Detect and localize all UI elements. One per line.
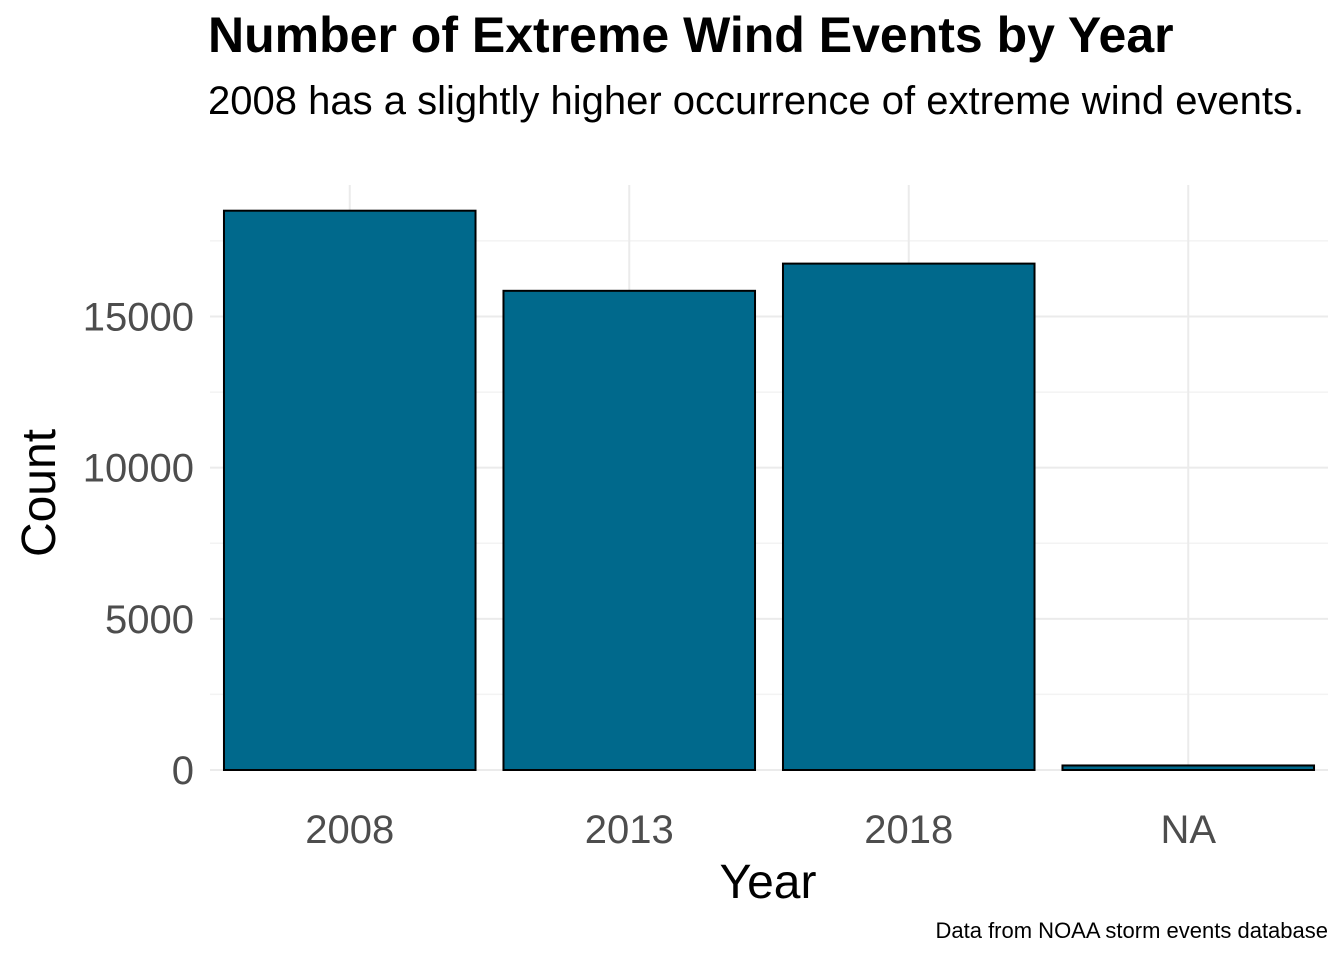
chart-caption: Data from NOAA storm events database: [935, 918, 1328, 944]
bars: [224, 211, 1314, 770]
bar-2008: [224, 211, 476, 770]
x-tick-label: NA: [1160, 808, 1216, 852]
bar-2013: [503, 291, 755, 770]
y-tick-label: 0: [172, 749, 194, 793]
y-tick-label: 10000: [83, 447, 194, 491]
x-tick-label: 2013: [585, 808, 674, 852]
bar-2018: [783, 264, 1035, 770]
x-tick-label: 2008: [305, 808, 394, 852]
y-tick-label: 15000: [83, 296, 194, 340]
y-tick-label: 5000: [105, 598, 194, 642]
x-axis-title: Year: [720, 856, 817, 909]
x-tick-labels: 2008 2013 2018 NA: [305, 808, 1216, 852]
bar-na: [1062, 765, 1314, 770]
y-axis-title: Count: [13, 429, 66, 557]
y-tick-labels: 0 5000 10000 15000: [83, 296, 194, 793]
x-tick-label: 2018: [864, 808, 953, 852]
